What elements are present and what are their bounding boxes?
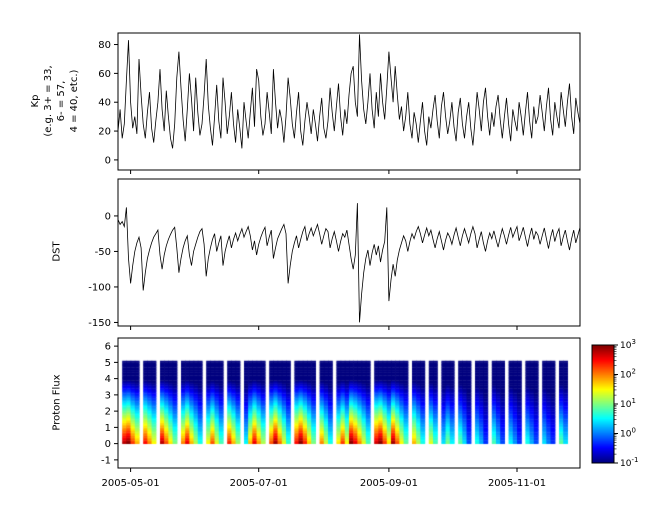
dst-panel-frame — [117, 178, 581, 327]
dst-y-tick-label: -50 — [95, 247, 111, 258]
x-tick-label: 2005-07-01 — [230, 478, 288, 489]
colorbar-tick-label: 103 — [620, 338, 636, 351]
x-tick-label: 2005-05-01 — [102, 478, 160, 489]
colorbar-tick-label: 102 — [620, 368, 636, 381]
dst-y-tick-label: -150 — [88, 318, 111, 329]
flux-y-tick-label: 6 — [105, 342, 111, 353]
x-tick-label: 2005-09-01 — [360, 478, 418, 489]
flux-y-tick-label: 4 — [105, 374, 111, 385]
colorbar-frame — [591, 344, 615, 464]
dst-y-tick-label: 0 — [105, 211, 111, 222]
flux-y-tick-label: 3 — [105, 390, 111, 401]
colorbar-tick-label: 101 — [620, 397, 636, 410]
kp-y-tick-label: 0 — [105, 155, 111, 166]
kp-panel-frame — [117, 32, 581, 171]
dst-series-line — [117, 203, 581, 323]
proton-flux-heatmap — [118, 338, 580, 468]
flux-y-tick-label: 5 — [105, 358, 111, 369]
colorbar-tick-label: 10-1 — [620, 456, 638, 469]
kp-y-tick-label: 40 — [98, 98, 111, 109]
kp-y-tick-label: 20 — [98, 127, 111, 138]
colorbar-gradient — [592, 345, 614, 463]
x-tick-label: 2005-11-01 — [488, 478, 546, 489]
dst-y-tick-label: -100 — [88, 282, 111, 293]
kp-y-tick-label: 60 — [98, 69, 111, 80]
flux-y-tick-label: 1 — [105, 423, 111, 434]
flux-panel-frame — [117, 337, 581, 469]
flux-y-tick-label: 2 — [105, 407, 111, 418]
kp-series-line — [117, 34, 581, 149]
flux-y-tick-label: 0 — [105, 439, 111, 450]
colorbar-tick-label: 100 — [620, 427, 636, 440]
flux-y-tick-label: -1 — [101, 455, 111, 466]
kp-y-tick-label: 80 — [98, 40, 111, 51]
